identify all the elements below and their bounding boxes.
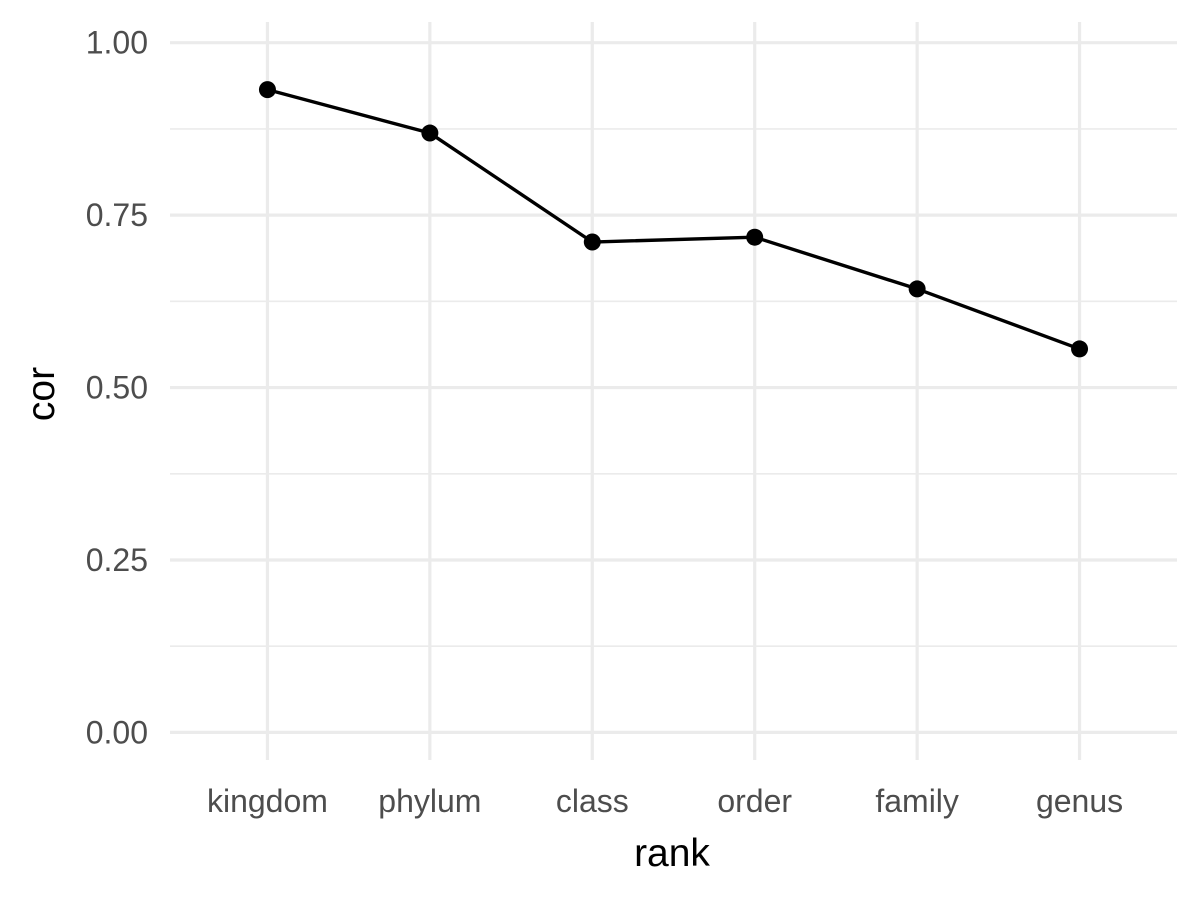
x-tick-label: family (875, 783, 959, 819)
y-tick-label: 0.00 (86, 714, 148, 750)
point-layer (258, 81, 1089, 358)
x-tick-label: order (717, 783, 792, 819)
x-tick-label: class (556, 783, 629, 819)
x-tick-label: kingdom (207, 783, 328, 819)
data-point (258, 81, 276, 99)
data-point (583, 233, 601, 251)
y-tick-label: 0.75 (86, 197, 148, 233)
y-tick-labels: 0.00 0.25 0.50 0.75 1.00 (86, 25, 148, 751)
data-point (908, 280, 926, 298)
y-tick-label: 0.25 (86, 542, 148, 578)
data-point (1071, 340, 1089, 358)
x-tick-labels: kingdom phylum class order family genus (207, 783, 1123, 819)
grid-layer (170, 22, 1177, 760)
series-line (267, 87, 1081, 351)
series-layer (267, 87, 1081, 351)
data-point (746, 228, 764, 246)
x-tick-label: genus (1036, 783, 1123, 819)
y-axis-title: cor (20, 367, 63, 421)
data-point (421, 124, 439, 142)
x-tick-label: phylum (378, 783, 481, 819)
y-tick-label: 0.50 (86, 370, 148, 406)
y-tick-label: 1.00 (86, 25, 148, 61)
x-axis-title: rank (634, 832, 710, 875)
